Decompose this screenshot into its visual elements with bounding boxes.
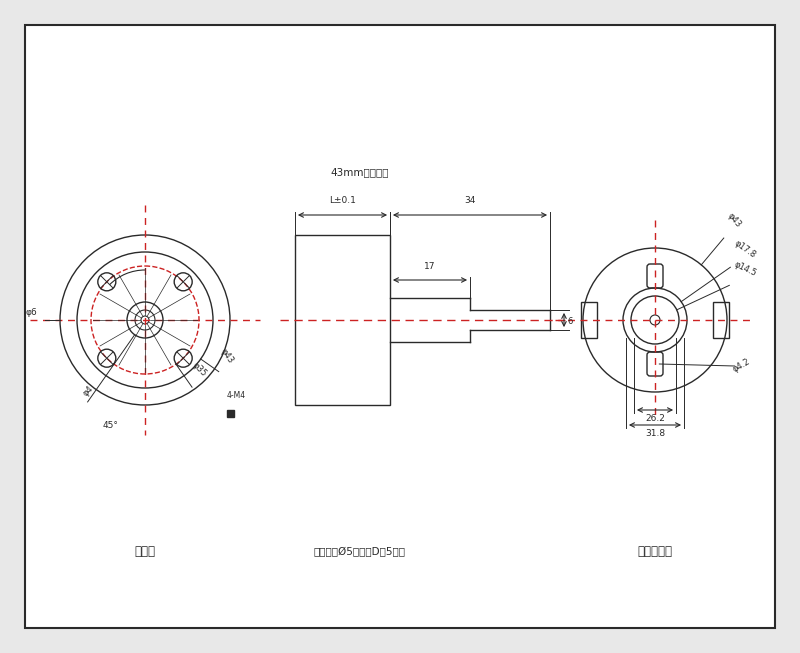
Text: φ14.5: φ14.5	[732, 260, 758, 278]
Bar	[227, 410, 234, 417]
Text: 17: 17	[424, 262, 436, 271]
Text: 26.2: 26.2	[645, 414, 665, 423]
Bar	[713, 302, 729, 338]
Text: 电机装配孔: 电机装配孔	[638, 545, 673, 558]
Bar	[581, 302, 597, 338]
Text: 43mm外径尺寸: 43mm外径尺寸	[330, 167, 390, 177]
Text: 45°: 45°	[103, 421, 119, 430]
Text: φ43: φ43	[218, 346, 235, 365]
Text: 31.8: 31.8	[645, 429, 665, 438]
Text: φ4.2: φ4.2	[731, 357, 752, 374]
Text: 电机轴内Ø5内垂线D型5内垂: 电机轴内Ø5内垂线D型5内垂	[314, 547, 406, 557]
Text: 安装孔: 安装孔	[134, 545, 155, 558]
Text: φ17.8: φ17.8	[733, 238, 758, 259]
Text: φ43: φ43	[726, 212, 743, 230]
Text: L±0.1: L±0.1	[329, 196, 356, 205]
Text: φ4: φ4	[81, 385, 95, 398]
Text: 34: 34	[464, 196, 476, 205]
Bar	[295, 235, 390, 405]
Text: 4-M4: 4-M4	[227, 391, 246, 400]
Text: 6: 6	[567, 317, 572, 326]
Text: φ6: φ6	[25, 308, 37, 317]
Text: φ35: φ35	[190, 361, 208, 379]
